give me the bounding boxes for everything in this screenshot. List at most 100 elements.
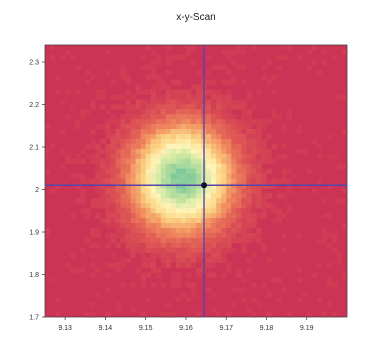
- heatmap-cell: [115, 158, 121, 165]
- heatmap-cell: [125, 163, 131, 169]
- heatmap-cell: [165, 163, 172, 169]
- heatmap-cell: [251, 218, 257, 224]
- heatmap-cell: [175, 119, 182, 125]
- heatmap-cell: [105, 158, 111, 165]
- heatmap-cell: [115, 198, 121, 204]
- heatmap-cell: [145, 119, 152, 125]
- heatmap-cell: [180, 203, 187, 209]
- heatmap-cell: [276, 193, 282, 199]
- heatmap-cell: [175, 208, 182, 214]
- heatmap-cell: [306, 312, 313, 318]
- heatmap-cell: [165, 94, 172, 100]
- heatmap-cell: [236, 237, 242, 244]
- heatmap-cell: [110, 104, 116, 110]
- heatmap-cell: [241, 109, 247, 115]
- heatmap-cell: [85, 237, 91, 244]
- heatmap-cell: [150, 119, 157, 125]
- heatmap-cell: [261, 64, 267, 71]
- heatmap-cell: [196, 104, 202, 110]
- heatmap-cell: [150, 84, 157, 90]
- heatmap-cell: [196, 173, 202, 179]
- heatmap-cell: [175, 178, 182, 184]
- heatmap-cell: [130, 227, 136, 234]
- heatmap-cell: [120, 134, 126, 140]
- heatmap-cell: [45, 124, 51, 130]
- heatmap-cell: [236, 272, 242, 278]
- heatmap-cell: [271, 109, 277, 115]
- heatmap-cell: [140, 138, 147, 145]
- heatmap-cell: [140, 129, 147, 135]
- heatmap-cell: [261, 148, 267, 155]
- heatmap-cell: [175, 168, 182, 174]
- heatmap-cell: [221, 109, 227, 115]
- heatmap-cell: [226, 114, 232, 120]
- heatmap-cell: [175, 114, 182, 120]
- heatmap-cell: [175, 94, 182, 100]
- heatmap-cell: [216, 242, 222, 249]
- heatmap-cell: [85, 153, 91, 160]
- heatmap-cell: [226, 208, 232, 214]
- heatmap-cell: [221, 134, 227, 140]
- heatmap-cell: [140, 282, 147, 288]
- heatmap-cell: [221, 198, 227, 204]
- heatmap-cell: [135, 223, 141, 229]
- heatmap-cell: [281, 287, 287, 293]
- heatmap-cell: [80, 158, 86, 165]
- heatmap-cell: [246, 143, 252, 150]
- heatmap-cell: [95, 227, 101, 234]
- heatmap-cell: [221, 99, 227, 105]
- heatmap-cell: [241, 173, 247, 179]
- heatmap-cell: [185, 119, 192, 125]
- heatmap-cell: [336, 163, 343, 169]
- heatmap-cell: [251, 213, 257, 219]
- center-marker-dot[interactable]: [201, 182, 208, 189]
- heatmap-cell: [90, 143, 96, 150]
- heatmap-cell: [276, 178, 282, 184]
- heatmap-cell: [190, 188, 197, 194]
- heatmap-cell: [175, 198, 182, 204]
- heatmap-cell: [145, 129, 152, 135]
- heatmap-cell: [180, 99, 187, 105]
- heatmap-cell: [211, 119, 217, 125]
- heatmap-cell: [291, 173, 298, 179]
- heatmap-cell: [331, 247, 338, 254]
- heatmap-cell: [206, 114, 212, 120]
- heatmap-cell: [236, 104, 242, 110]
- heatmap-cell: [125, 247, 131, 254]
- heatmap-cell: [135, 119, 141, 125]
- heatmap-cell: [266, 119, 272, 125]
- heatmap-cell: [341, 129, 348, 135]
- heatmap-cell: [276, 218, 282, 224]
- heatmap-cell: [281, 173, 287, 179]
- heatmap-cell: [140, 312, 147, 318]
- heatmap-cell: [165, 109, 172, 115]
- heatmap-cell: [185, 242, 192, 249]
- heatmap-cell: [155, 198, 162, 204]
- heatmap-cell: [190, 247, 197, 254]
- heatmap-cell: [261, 198, 267, 204]
- heatmap-cell: [276, 297, 282, 303]
- heatmap-cell: [170, 282, 177, 288]
- heatmap-cell: [206, 89, 212, 95]
- heatmap-cell: [246, 163, 252, 169]
- heatmap-cell: [175, 138, 182, 145]
- heatmap-cell: [256, 183, 262, 189]
- heatmap-cell: [216, 104, 222, 110]
- heatmap-cell: [120, 208, 126, 214]
- heatmap-cell: [236, 119, 242, 125]
- heatmap-cell: [160, 188, 167, 194]
- heatmap-cell: [180, 109, 187, 115]
- heatmap-cell: [160, 158, 167, 165]
- heatmap-cell: [95, 143, 101, 150]
- heatmap-cell: [100, 163, 106, 169]
- heatmap-cell: [236, 124, 242, 130]
- heatmap-cell: [196, 218, 202, 224]
- heatmap-cell: [170, 252, 177, 259]
- heatmap-cell: [150, 138, 157, 145]
- heatmap-cell: [130, 109, 136, 115]
- heatmap-cell: [160, 227, 167, 234]
- heatmap-cell: [145, 124, 152, 130]
- heatmap-cell: [125, 138, 131, 145]
- heatmap-cell: [120, 213, 126, 219]
- heatmap-cell: [211, 153, 217, 160]
